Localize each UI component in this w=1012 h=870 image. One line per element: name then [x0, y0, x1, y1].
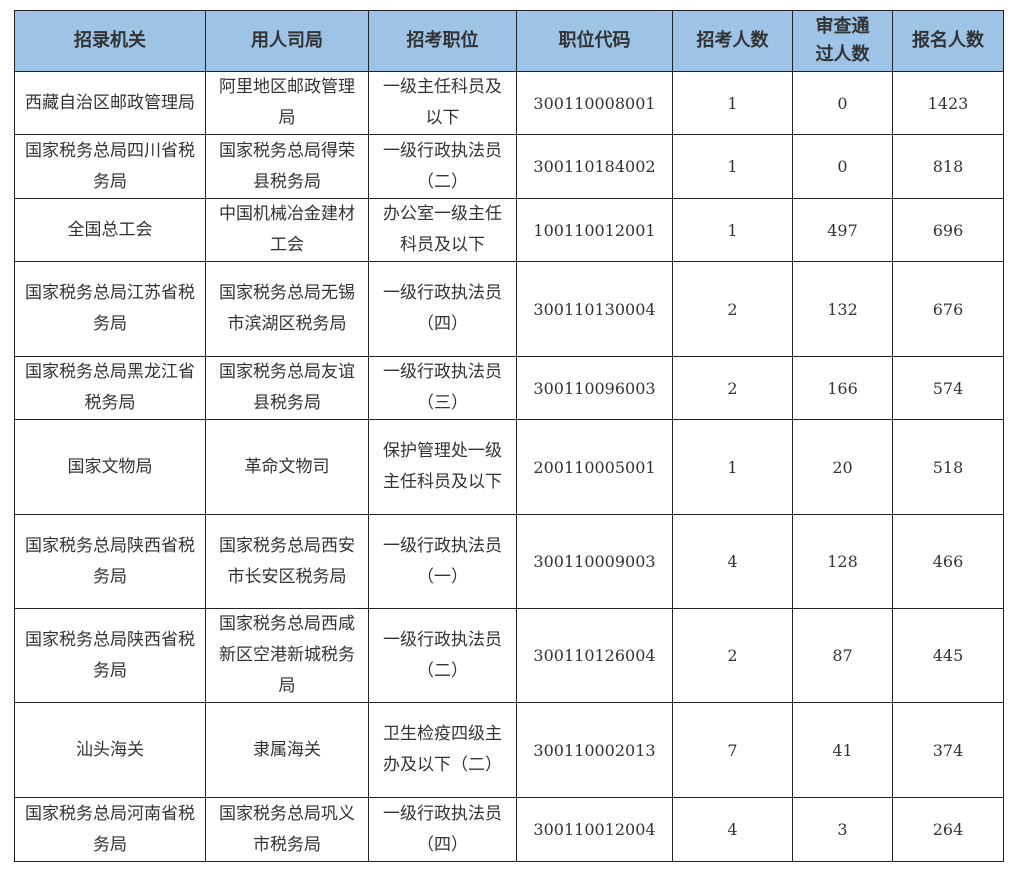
cell-position-code: 300110012004 — [516, 797, 673, 862]
cell-position-code: 200110005001 — [516, 419, 673, 515]
cell-recruit-count: 1 — [672, 198, 793, 262]
table-row: 西藏自治区邮政管理局 阿里地区邮政管理局 一级主任科员及以下 300110008001… — [14, 71, 1004, 135]
cell-department: 国家税务总局得荣县税务局 — [205, 134, 369, 199]
header-recruiting-agency: 招录机关 — [14, 10, 206, 72]
cell-department: 国家税务总局无锡市滨湖区税务局 — [205, 261, 369, 357]
cell-agency: 国家税务总局四川省税务局 — [14, 134, 206, 199]
cell-position: 保护管理处一级主任科员及以下 — [368, 419, 517, 515]
cell-position-code: 300110009003 — [516, 514, 673, 609]
cell-position: 卫生检疫四级主办及以下（二） — [368, 702, 517, 798]
cell-applicant-count: 818 — [892, 134, 1004, 199]
cell-position: 办公室一级主任科员及以下 — [368, 198, 517, 262]
cell-department: 国家税务总局巩义市税务局 — [205, 797, 369, 862]
table-row: 国家税务总局江苏省税务局 国家税务总局无锡市滨湖区税务局 一级行政执法员（四） 300… — [14, 261, 1004, 357]
cell-position-code: 300110130004 — [516, 261, 673, 357]
cell-department: 隶属海关 — [205, 702, 369, 798]
cell-applicant-count: 574 — [892, 356, 1004, 420]
cell-recruit-count: 2 — [672, 356, 793, 420]
header-position-code: 职位代码 — [516, 10, 673, 72]
cell-applicant-count: 696 — [892, 198, 1004, 262]
table-row: 国家税务总局陕西省税务局 国家税务总局西安市长安区税务局 一级行政执法员（一） 300… — [14, 514, 1004, 609]
cell-approved-count: 166 — [792, 356, 893, 420]
cell-department: 国家税务总局友谊县税务局 — [205, 356, 369, 420]
cell-agency: 全国总工会 — [14, 198, 206, 262]
header-position: 招考职位 — [368, 10, 517, 72]
cell-position: 一级行政执法员（三） — [368, 356, 517, 420]
cell-recruit-count: 2 — [672, 261, 793, 357]
header-employing-department: 用人司局 — [205, 10, 369, 72]
cell-approved-count: 20 — [792, 419, 893, 515]
header-approved-count: 审查通过人数 — [792, 10, 893, 72]
cell-agency: 国家税务总局黑龙江省税务局 — [14, 356, 206, 420]
table-row: 国家税务总局河南省税务局 国家税务总局巩义市税务局 一级行政执法员（四） 300110… — [14, 797, 1004, 862]
cell-agency: 国家税务总局陕西省税务局 — [14, 608, 206, 703]
cell-agency: 西藏自治区邮政管理局 — [14, 71, 206, 135]
cell-approved-count: 497 — [792, 198, 893, 262]
cell-applicant-count: 518 — [892, 419, 1004, 515]
cell-department: 中国机械冶金建材工会 — [205, 198, 369, 262]
cell-agency: 国家税务总局江苏省税务局 — [14, 261, 206, 357]
table-row: 国家文物局 革命文物司 保护管理处一级主任科员及以下 200110005001 1 20 5… — [14, 419, 1004, 515]
cell-approved-count: 41 — [792, 702, 893, 798]
cell-agency: 国家税务总局陕西省税务局 — [14, 514, 206, 609]
cell-recruit-count: 1 — [672, 419, 793, 515]
cell-recruit-count: 2 — [672, 608, 793, 703]
cell-recruit-count: 1 — [672, 134, 793, 199]
cell-agency: 国家税务总局河南省税务局 — [14, 797, 206, 862]
cell-position: 一级行政执法员（一） — [368, 514, 517, 609]
table-row: 国家税务总局四川省税务局 国家税务总局得荣县税务局 一级行政执法员（二） 300110… — [14, 134, 1004, 199]
cell-position-code: 300110002013 — [516, 702, 673, 798]
cell-position-code: 300110184002 — [516, 134, 673, 199]
cell-applicant-count: 1423 — [892, 71, 1004, 135]
cell-approved-count: 132 — [792, 261, 893, 357]
cell-department: 革命文物司 — [205, 419, 369, 515]
cell-position: 一级行政执法员（四） — [368, 797, 517, 862]
table-row: 全国总工会 中国机械冶金建材工会 办公室一级主任科员及以下 100110012001 1… — [14, 198, 1004, 262]
cell-approved-count: 0 — [792, 134, 893, 199]
cell-position: 一级行政执法员（二） — [368, 608, 517, 703]
cell-department: 国家税务总局西咸新区空港新城税务局 — [205, 608, 369, 703]
cell-position: 一级主任科员及以下 — [368, 71, 517, 135]
table-row: 国家税务总局黑龙江省税务局 国家税务总局友谊县税务局 一级行政执法员（三） 30011… — [14, 356, 1004, 420]
header-recruit-count: 招考人数 — [672, 10, 793, 72]
cell-approved-count: 87 — [792, 608, 893, 703]
table-row: 国家税务总局陕西省税务局 国家税务总局西咸新区空港新城税务局 一级行政执法员（二） 3… — [14, 608, 1004, 703]
cell-position-code: 300110126004 — [516, 608, 673, 703]
cell-applicant-count: 264 — [892, 797, 1004, 862]
cell-approved-count: 3 — [792, 797, 893, 862]
cell-recruit-count: 4 — [672, 514, 793, 609]
cell-department: 阿里地区邮政管理局 — [205, 71, 369, 135]
cell-position: 一级行政执法员（二） — [368, 134, 517, 199]
cell-recruit-count: 7 — [672, 702, 793, 798]
cell-applicant-count: 466 — [892, 514, 1004, 609]
table-row: 汕头海关 隶属海关 卫生检疫四级主办及以下（二） 300110002013 7 41 374 — [14, 702, 1004, 798]
cell-applicant-count: 374 — [892, 702, 1004, 798]
cell-position: 一级行政执法员（四） — [368, 261, 517, 357]
cell-approved-count: 128 — [792, 514, 893, 609]
header-row: 招录机关 用人司局 招考职位 职位代码 招考人数 审查通过人数 报名人数 — [14, 10, 1004, 72]
cell-position-code: 300110096003 — [516, 356, 673, 420]
cell-applicant-count: 445 — [892, 608, 1004, 703]
cell-agency: 国家文物局 — [14, 419, 206, 515]
cell-recruit-count: 4 — [672, 797, 793, 862]
cell-department: 国家税务总局西安市长安区税务局 — [205, 514, 369, 609]
cell-recruit-count: 1 — [672, 71, 793, 135]
cell-applicant-count: 676 — [892, 261, 1004, 357]
recruitment-table: 招录机关 用人司局 招考职位 职位代码 招考人数 审查通过人数 报名人数 西藏自治区邮政管理… — [14, 10, 1004, 862]
cell-position-code: 100110012001 — [516, 198, 673, 262]
cell-approved-count: 0 — [792, 71, 893, 135]
cell-agency: 汕头海关 — [14, 702, 206, 798]
header-applicant-count: 报名人数 — [892, 10, 1004, 72]
cell-position-code: 300110008001 — [516, 71, 673, 135]
